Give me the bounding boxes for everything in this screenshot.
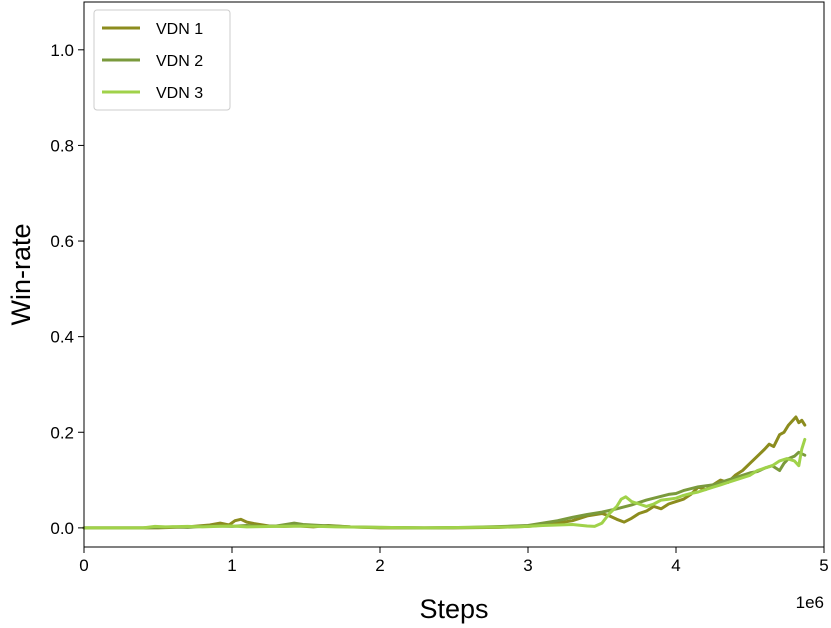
y-axis-title: Win-rate	[6, 223, 36, 325]
legend-label-2: VDN 2	[156, 53, 203, 70]
plot-lines	[82, 415, 807, 530]
y-tick-label: 0.2	[50, 423, 74, 442]
legend-label-1: VDN 1	[156, 21, 203, 38]
series-line-3	[82, 437, 807, 530]
plot-frame	[83, 1, 825, 548]
x-tick-label: 4	[671, 556, 680, 575]
y-tick-label: 0.4	[50, 328, 74, 347]
x-tick-label: 2	[375, 556, 384, 575]
x-tick-label: 5	[819, 556, 828, 575]
legend: VDN 1 VDN 2 VDN 3	[93, 9, 231, 111]
x-axis: 0 1 2 3 4 5	[79, 547, 829, 575]
x-tick-label: 3	[523, 556, 532, 575]
y-tick-label: 1.0	[50, 41, 74, 60]
legend-label-3: VDN 3	[156, 85, 203, 102]
y-tick-label: 0.6	[50, 232, 74, 251]
x-axis-offset-label: 1e6	[796, 593, 824, 612]
y-tick-label: 0.8	[50, 136, 74, 155]
x-tick-label: 0	[79, 556, 88, 575]
y-axis: 0.0 0.2 0.4 0.6 0.8 1.0	[50, 41, 84, 538]
x-tick-label: 1	[227, 556, 236, 575]
legend-box	[93, 9, 231, 111]
y-tick-label: 0.0	[50, 519, 74, 538]
x-axis-title: Steps	[419, 594, 488, 624]
series-line-1	[82, 415, 807, 530]
